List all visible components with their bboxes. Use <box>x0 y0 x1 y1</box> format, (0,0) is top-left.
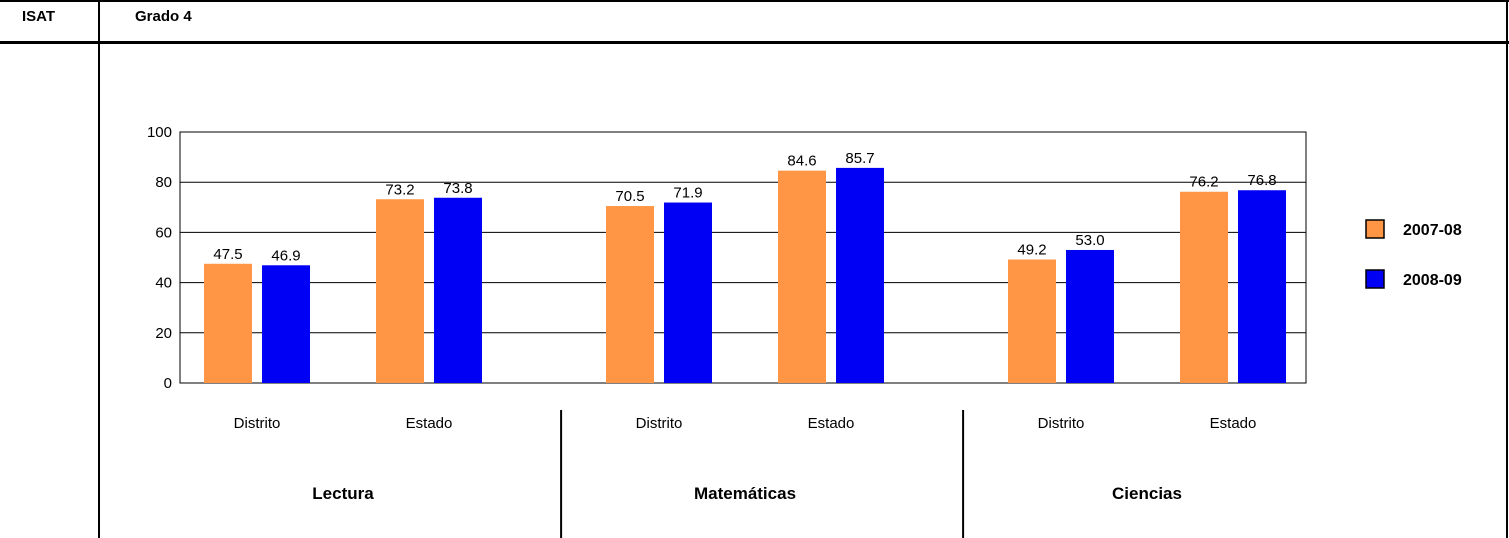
data-label: 47.5 <box>213 246 242 263</box>
category-label: Estado <box>808 415 855 432</box>
bar <box>664 202 712 383</box>
header-top-rule <box>0 0 1509 2</box>
legend-label: 2008-09 <box>1403 272 1462 289</box>
group-label: Ciencias <box>1112 484 1182 503</box>
y-tick-label: 60 <box>155 224 172 241</box>
data-label: 76.2 <box>1189 174 1218 191</box>
data-label: 49.2 <box>1017 242 1046 259</box>
right-border-rule <box>1506 0 1508 538</box>
data-label: 70.5 <box>615 188 644 205</box>
y-tick-label: 100 <box>147 124 172 141</box>
bar <box>204 263 252 383</box>
bar <box>1066 249 1114 383</box>
bar <box>778 170 826 383</box>
data-label: 53.0 <box>1075 232 1104 249</box>
data-label: 76.8 <box>1247 172 1276 189</box>
legend-swatch <box>1365 269 1385 289</box>
bar <box>836 167 884 383</box>
y-tick-label: 20 <box>155 325 172 342</box>
header-bottom-rule <box>0 41 1509 44</box>
bar <box>1238 190 1286 383</box>
bar <box>1180 191 1228 383</box>
data-label: 71.9 <box>673 185 702 202</box>
bar <box>1008 259 1056 383</box>
legend-swatch <box>1365 219 1385 239</box>
data-label: 46.9 <box>271 247 300 264</box>
group-label: Lectura <box>312 484 374 503</box>
data-label: 85.7 <box>845 150 874 167</box>
category-label: Estado <box>406 415 453 432</box>
bar <box>262 265 310 383</box>
data-label: 73.8 <box>443 180 472 197</box>
category-label: Estado <box>1210 415 1257 432</box>
bar <box>376 199 424 383</box>
legend-label: 2007-08 <box>1403 222 1462 239</box>
y-tick-label: 0 <box>164 375 172 392</box>
y-tick-label: 40 <box>155 275 172 292</box>
data-label: 84.6 <box>787 153 816 170</box>
category-label: Distrito <box>234 415 281 432</box>
bar <box>606 206 654 383</box>
grade-label: Grado 4 <box>135 8 192 25</box>
category-label: Distrito <box>636 415 683 432</box>
y-tick-label: 80 <box>155 174 172 191</box>
left-column-rule <box>98 0 100 538</box>
group-label: Matemáticas <box>694 484 796 503</box>
plot-frame <box>179 131 1307 384</box>
test-label: ISAT <box>22 8 56 25</box>
data-label: 73.2 <box>385 181 414 198</box>
category-label: Distrito <box>1038 415 1085 432</box>
bar <box>434 197 482 383</box>
